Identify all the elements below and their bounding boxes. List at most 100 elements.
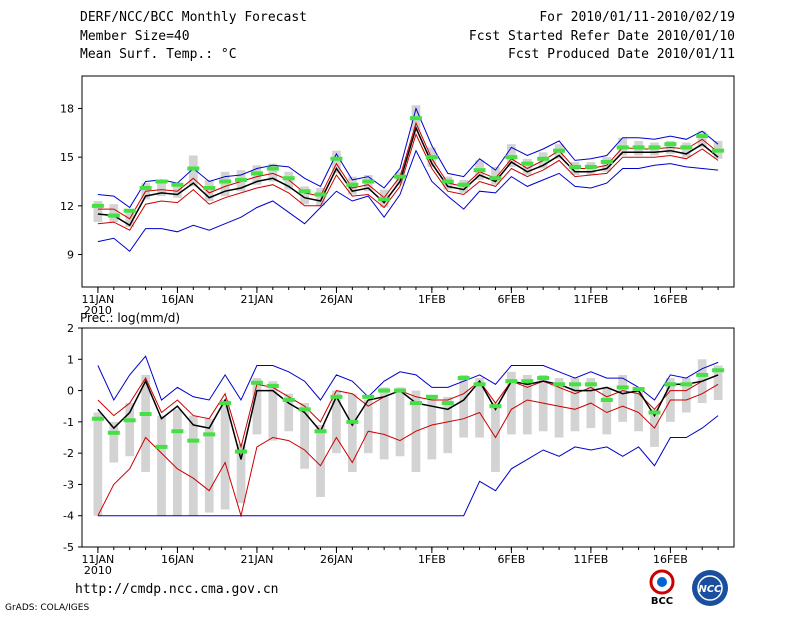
median-marker xyxy=(521,379,534,384)
median-marker xyxy=(664,382,677,387)
median-marker xyxy=(362,394,375,399)
series-line-ensemble_max xyxy=(97,106,719,209)
median-marker xyxy=(600,160,613,165)
median-marker xyxy=(473,382,486,387)
spread-box xyxy=(109,421,119,463)
median-marker xyxy=(282,397,295,402)
median-marker xyxy=(648,410,661,415)
median-marker xyxy=(139,412,152,417)
footer-url[interactable]: http://cmdp.ncc.cma.gov.cn xyxy=(75,582,279,597)
y-tick-label: -5 xyxy=(63,541,74,554)
median-marker xyxy=(266,383,279,388)
spread-box xyxy=(634,390,643,432)
median-marker xyxy=(171,182,184,187)
bcc-logo: BCC xyxy=(649,569,675,607)
fcst-produced-date: Fcst Produced Date 2010/01/11 xyxy=(508,47,735,62)
median-marker xyxy=(680,145,693,150)
spread-box xyxy=(443,396,453,454)
x-tick-label: 11JAN xyxy=(81,293,114,306)
median-marker xyxy=(330,156,343,161)
median-marker xyxy=(441,179,454,184)
precipitation-panel: -5 -4 -3 -2 -1 0 1 2 11JAN 16JAN 21JAN 26JAN 1FEB 6FE… xyxy=(63,322,735,577)
y-tick-label: 2 xyxy=(67,322,74,335)
median-marker xyxy=(330,394,343,399)
spread-box xyxy=(188,155,198,187)
spread-box xyxy=(332,390,341,454)
series-line-lower_red xyxy=(97,133,719,231)
spread-box xyxy=(236,443,246,504)
median-marker xyxy=(298,189,311,194)
median-marker xyxy=(712,148,725,153)
x-tick-label: 1FEB xyxy=(418,553,446,566)
median-marker xyxy=(553,382,566,387)
median-marker xyxy=(219,179,232,184)
spread-box xyxy=(395,387,405,457)
median-marker xyxy=(266,166,279,171)
median-marker xyxy=(584,382,597,387)
forecast-period: For 2010/01/11-2010/02/19 xyxy=(539,10,735,25)
median-marker xyxy=(91,203,104,208)
spread-box xyxy=(491,166,500,185)
median-marker xyxy=(394,174,407,179)
spread-box xyxy=(363,399,373,454)
median-marker xyxy=(696,372,709,377)
y-tick-label: 15 xyxy=(60,151,74,164)
median-marker xyxy=(441,401,454,406)
median-marker xyxy=(219,401,232,406)
spread-box xyxy=(188,415,198,516)
median-marker xyxy=(346,182,359,187)
median-marker xyxy=(425,155,438,160)
median-marker xyxy=(648,145,661,150)
spread-box xyxy=(220,171,230,197)
y-tick-label: 1 xyxy=(67,353,74,366)
x-tick-label: 11FEB xyxy=(573,293,608,306)
bcc-logo-text: BCC xyxy=(651,596,673,607)
median-marker xyxy=(489,404,502,409)
median-marker xyxy=(457,376,470,381)
y-tick-label: 0 xyxy=(67,385,74,398)
x-tick-label: 16JAN xyxy=(161,553,194,566)
median-marker xyxy=(712,368,725,373)
median-marker xyxy=(171,429,184,434)
spread-box xyxy=(475,378,484,438)
median-marker xyxy=(107,213,120,218)
median-marker xyxy=(187,438,200,443)
median-marker xyxy=(155,444,168,449)
median-marker xyxy=(537,156,550,161)
median-marker xyxy=(250,171,263,176)
spread-box xyxy=(204,418,214,513)
x-tick-year: 2010 xyxy=(84,564,112,577)
x-tick-label: 11FEB xyxy=(573,553,608,566)
median-marker xyxy=(489,176,502,181)
x-tick-label: 26JAN xyxy=(320,293,353,306)
prec-panel-label: Prec.: log(mm/d) xyxy=(80,311,180,325)
y-tick-label: -2 xyxy=(63,447,74,460)
series-line-lower_red xyxy=(97,383,719,518)
spread-box xyxy=(93,200,103,223)
y-tick-label: -1 xyxy=(63,416,74,429)
spread-box xyxy=(554,378,564,438)
median-marker xyxy=(616,385,629,390)
spread-box xyxy=(316,187,325,206)
spread-box xyxy=(618,374,628,422)
median-marker xyxy=(378,388,391,393)
median-marker xyxy=(394,388,407,393)
median-marker xyxy=(123,418,136,423)
temperature-panel: 9 12 15 18 11JAN 16JAN 21JAN 26JAN 1FEB 6FEB 11FEB… xyxy=(60,75,735,317)
median-marker xyxy=(521,161,534,166)
median-marker xyxy=(282,176,295,181)
median-marker xyxy=(123,208,136,213)
median-marker xyxy=(425,394,438,399)
spread-box xyxy=(332,150,341,174)
series-line-ensemble_min xyxy=(97,149,719,253)
median-marker xyxy=(696,134,709,139)
median-marker xyxy=(537,376,550,381)
ncc-logo-text: NCC xyxy=(698,584,722,595)
median-marker xyxy=(632,145,645,150)
median-marker xyxy=(409,401,422,406)
spread-box xyxy=(713,365,723,400)
median-marker xyxy=(505,155,518,160)
x-tick-label: 1FEB xyxy=(418,293,446,306)
series-line-ensemble_min xyxy=(97,415,719,517)
spread-box xyxy=(173,409,182,516)
